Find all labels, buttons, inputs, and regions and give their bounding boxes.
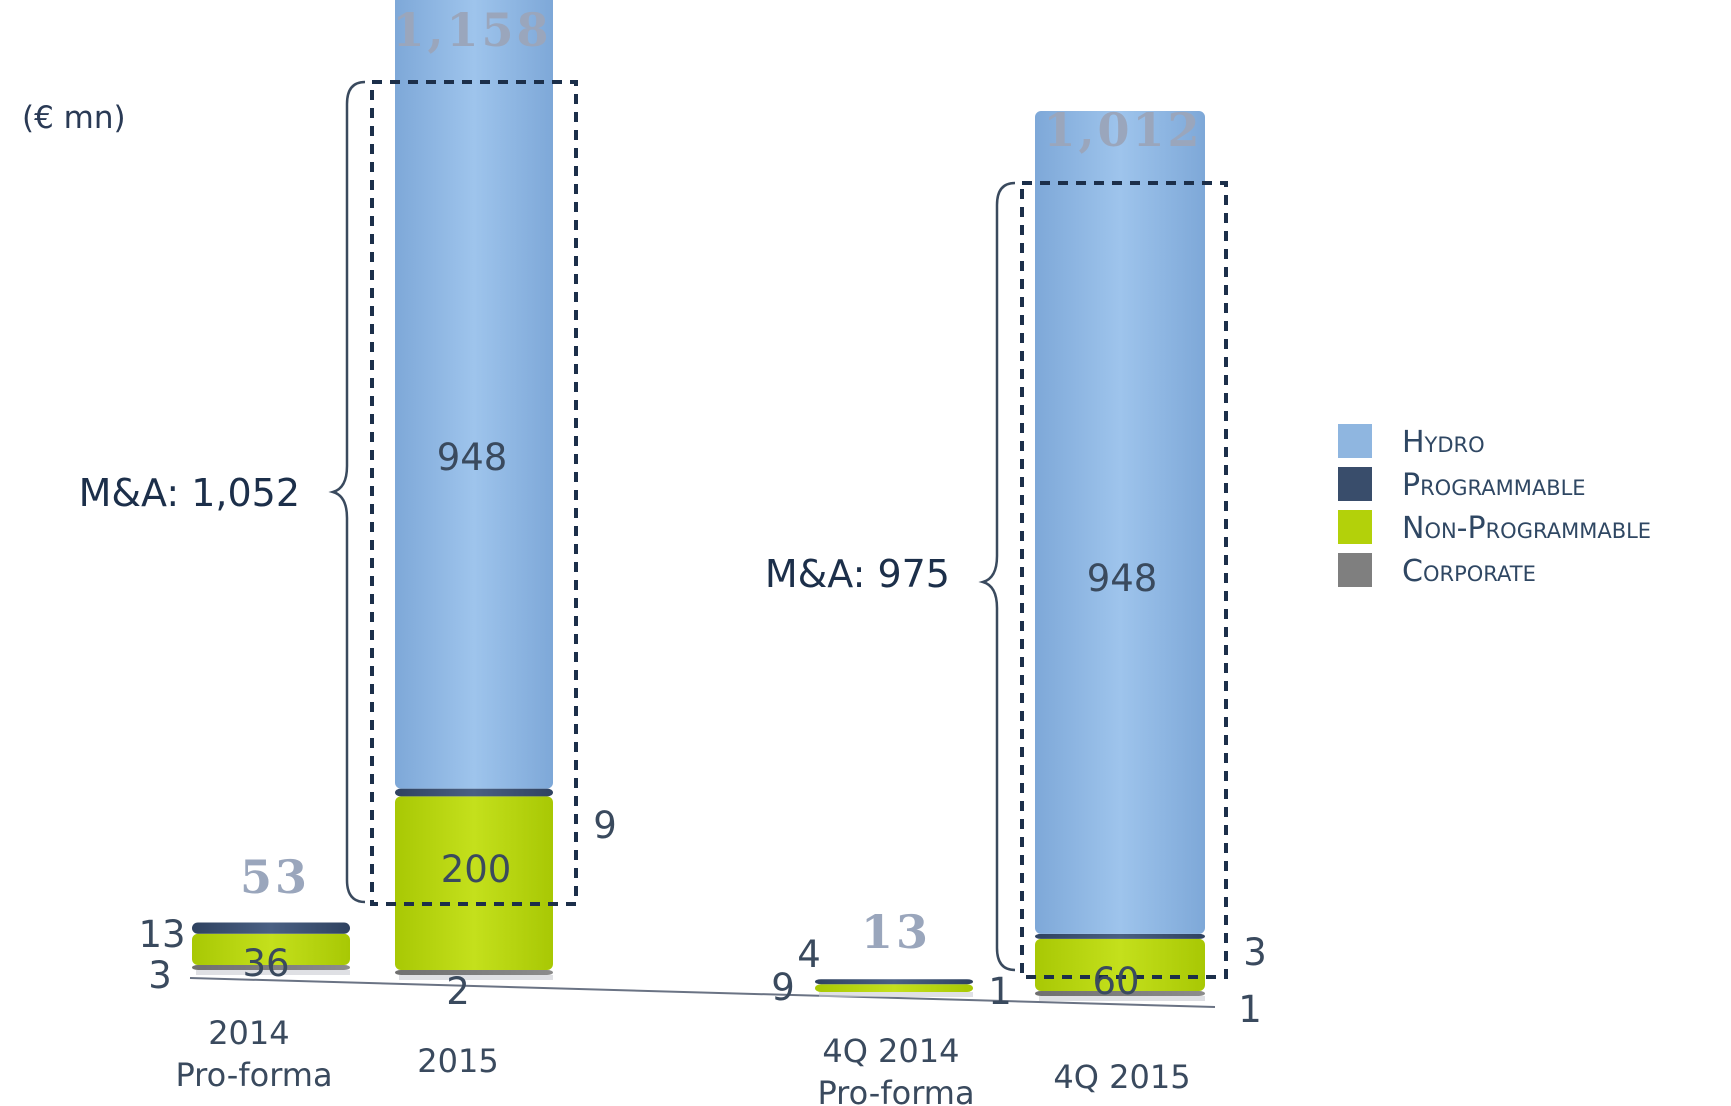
label-corp-2015: 2	[446, 970, 470, 1013]
label-prog-4q2014: 4	[797, 933, 821, 976]
bar-non-programmable-2015	[395, 796, 553, 970]
category-label-4q2014-line: 4Q 2014	[822, 1032, 959, 1070]
bar-hydro-4q2015	[1035, 111, 1205, 934]
bar-shadow-4q2014	[819, 992, 973, 997]
bar-programmable-2014	[192, 922, 350, 934]
legend-swatch-hydro	[1338, 424, 1372, 458]
label-corp-2014: 3	[148, 954, 172, 997]
label-prog-2015: 9	[593, 804, 617, 847]
bar-hydro-2015	[395, 0, 553, 789]
bar-corporate-4q2015	[1035, 991, 1205, 996]
bar-programmable-4q2015	[1035, 933, 1205, 939]
category-label-2014: 2014 Pro-forma	[175, 1014, 332, 1094]
label-prog-4q2015: 3	[1243, 931, 1267, 974]
label-hydro-4q2015: 948	[1087, 557, 1158, 600]
label-nonprog-2015: 200	[441, 848, 512, 891]
legend-swatch-corporate	[1338, 553, 1372, 587]
category-label-4q2014-line: Pro-forma	[817, 1074, 974, 1106]
category-label-2014-line: 2014	[208, 1014, 289, 1052]
legend-label-non-programmable: Non-Programmable	[1402, 511, 1651, 546]
label-nonprog-4q2014: 9	[771, 966, 795, 1009]
legend-swatch-non-programmable	[1338, 510, 1372, 544]
label-prog-2014: 13	[138, 913, 185, 956]
label-corp-4q2014: 1	[988, 970, 1012, 1013]
bar-programmable-2015	[395, 788, 553, 797]
label-nonprog-4q2015: 60	[1092, 960, 1139, 1003]
bar-non-programmable-2014	[192, 933, 350, 965]
ma-label-2015: M&A: 1,052	[79, 471, 300, 515]
ma-brace-4q2015	[978, 181, 1016, 972]
label-corp-4q2015: 1	[1238, 988, 1262, 1031]
category-label-2014-line: Pro-forma	[175, 1056, 332, 1094]
legend: Hydro Programmable Non-Programmable Corp…	[1338, 424, 1651, 589]
bar-shadow-2014	[196, 970, 350, 975]
label-hydro-2015: 948	[437, 436, 508, 479]
baseline	[189, 977, 1216, 1008]
total-2015: 1,158	[392, 3, 551, 57]
legend-label-hydro: Hydro	[1402, 425, 1485, 460]
bar-non-programmable-4q2015	[1035, 938, 1205, 991]
bar-programmable-4q2014	[815, 979, 973, 985]
bar-corporate-2015	[395, 970, 553, 975]
category-label-4q2014: 4Q 2014 Pro-forma	[817, 1032, 974, 1106]
bar-non-programmable-4q2014	[815, 984, 973, 992]
label-nonprog-2014: 36	[242, 942, 289, 985]
category-label-2015-line: 2015	[417, 1042, 498, 1080]
legend-label-corporate: Corporate	[1402, 554, 1536, 589]
category-label-4q2015-line: 4Q 2015	[1053, 1058, 1190, 1096]
total-2014: 53	[240, 850, 310, 904]
bar-shadow-2015	[399, 975, 553, 980]
category-label-4q2015: 4Q 2015	[1053, 1058, 1190, 1096]
ma-brace-2015	[328, 80, 366, 904]
total-4q2015: 1,012	[1043, 103, 1202, 157]
total-4q2014: 13	[861, 905, 931, 959]
bars-layer	[192, 0, 1205, 1001]
bar-shadow-4q2015	[1039, 996, 1205, 1001]
legend-label-programmable: Programmable	[1402, 468, 1586, 503]
legend-swatch-programmable	[1338, 467, 1372, 501]
ma-label-4q2015: M&A: 975	[765, 552, 950, 596]
unit-label: (€ mn)	[22, 100, 126, 136]
bar-corporate-2014	[192, 965, 350, 970]
ma-box-2015	[370, 80, 578, 906]
ma-box-4q2015	[1020, 181, 1228, 979]
category-label-2015: 2015	[417, 1042, 498, 1080]
